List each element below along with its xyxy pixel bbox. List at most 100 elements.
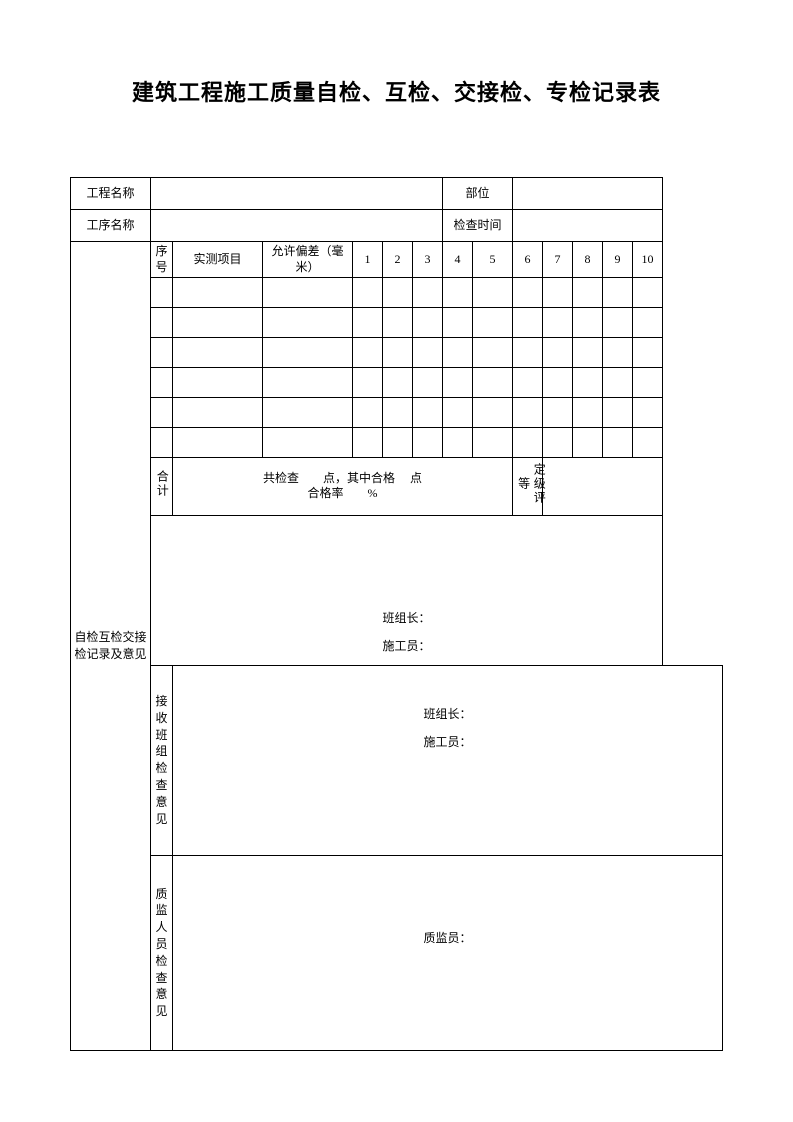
cell[interactable] [513, 308, 543, 338]
cell[interactable] [633, 338, 663, 368]
cell[interactable] [383, 338, 413, 368]
cell[interactable] [513, 278, 543, 308]
cell[interactable] [443, 368, 473, 398]
cell[interactable] [603, 278, 633, 308]
cell[interactable] [513, 398, 543, 428]
cell[interactable] [383, 368, 413, 398]
cell[interactable] [151, 368, 173, 398]
cell[interactable] [573, 368, 603, 398]
cell[interactable] [633, 308, 663, 338]
cell[interactable] [443, 428, 473, 458]
cell[interactable] [413, 308, 443, 338]
cell[interactable] [173, 398, 263, 428]
cell[interactable] [513, 368, 543, 398]
cell[interactable] [263, 308, 353, 338]
cell[interactable] [353, 278, 383, 308]
value-rating[interactable] [543, 458, 663, 516]
cell[interactable] [633, 278, 663, 308]
cell[interactable] [573, 308, 603, 338]
cell[interactable] [413, 428, 443, 458]
cell[interactable] [413, 278, 443, 308]
col-9: 9 [603, 242, 633, 278]
cell[interactable] [173, 428, 263, 458]
cell[interactable] [353, 428, 383, 458]
cell[interactable] [443, 278, 473, 308]
cell[interactable] [603, 338, 633, 368]
label-supervisor: 质监人员检查意见 [151, 855, 173, 1050]
cell[interactable] [543, 278, 573, 308]
cell[interactable] [543, 428, 573, 458]
cell[interactable] [473, 398, 513, 428]
label-self-mutual-section: 自检互检交接检记录及意见 [71, 242, 151, 1051]
cell[interactable] [543, 398, 573, 428]
cell[interactable] [263, 278, 353, 308]
value-project-name[interactable] [151, 178, 443, 210]
cell[interactable] [263, 398, 353, 428]
cell[interactable] [473, 308, 513, 338]
cell[interactable] [353, 338, 383, 368]
col-tolerance: 允许偏差（毫米） [263, 242, 353, 278]
cell[interactable] [173, 368, 263, 398]
cell[interactable] [543, 338, 573, 368]
cell[interactable] [413, 368, 443, 398]
supervisor-signature-area: 质监员： [173, 855, 723, 1050]
cell[interactable] [543, 308, 573, 338]
cell[interactable] [151, 278, 173, 308]
cell[interactable] [353, 398, 383, 428]
cell[interactable] [473, 428, 513, 458]
value-part[interactable] [513, 178, 663, 210]
page-title: 建筑工程施工质量自检、互检、交接检、专检记录表 [70, 75, 723, 107]
cell[interactable] [383, 278, 413, 308]
sig-constructor-2: 施工员： [173, 735, 722, 751]
label-part: 部位 [443, 178, 513, 210]
cell[interactable] [263, 338, 353, 368]
cell[interactable] [263, 368, 353, 398]
label-heji: 合计 [151, 458, 173, 516]
cell[interactable] [383, 398, 413, 428]
cell[interactable] [633, 428, 663, 458]
cell[interactable] [633, 368, 663, 398]
col-1: 1 [353, 242, 383, 278]
col-item: 实测项目 [173, 242, 263, 278]
cell[interactable] [573, 278, 603, 308]
cell[interactable] [443, 338, 473, 368]
cell[interactable] [573, 398, 603, 428]
cell[interactable] [473, 338, 513, 368]
cell[interactable] [263, 428, 353, 458]
cell[interactable] [573, 338, 603, 368]
cell[interactable] [573, 428, 603, 458]
label-project-name: 工程名称 [71, 178, 151, 210]
value-process-name[interactable] [151, 210, 443, 242]
cell[interactable] [151, 428, 173, 458]
cell[interactable] [151, 338, 173, 368]
cell[interactable] [353, 308, 383, 338]
cell[interactable] [173, 308, 263, 338]
cell[interactable] [443, 398, 473, 428]
cell[interactable] [603, 398, 633, 428]
col-6: 6 [513, 242, 543, 278]
cell[interactable] [151, 398, 173, 428]
cell[interactable] [443, 308, 473, 338]
cell[interactable] [383, 308, 413, 338]
cell[interactable] [543, 368, 573, 398]
cell[interactable] [473, 368, 513, 398]
cell[interactable] [633, 398, 663, 428]
cell[interactable] [513, 338, 543, 368]
cell[interactable] [173, 338, 263, 368]
cell[interactable] [151, 308, 173, 338]
cell[interactable] [383, 428, 413, 458]
cell[interactable] [603, 308, 633, 338]
cell[interactable] [173, 278, 263, 308]
value-check-time[interactable] [513, 210, 663, 242]
cell[interactable] [603, 368, 633, 398]
cell[interactable] [353, 368, 383, 398]
col-5: 5 [473, 242, 513, 278]
cell[interactable] [413, 338, 443, 368]
label-check-time: 检查时间 [443, 210, 513, 242]
cell[interactable] [603, 428, 633, 458]
cell[interactable] [413, 398, 443, 428]
self-mutual-signature-area: 班组长： 施工员： [151, 515, 663, 665]
cell[interactable] [513, 428, 543, 458]
label-recv-group: 接收班组检查意见 [151, 665, 173, 855]
cell[interactable] [473, 278, 513, 308]
